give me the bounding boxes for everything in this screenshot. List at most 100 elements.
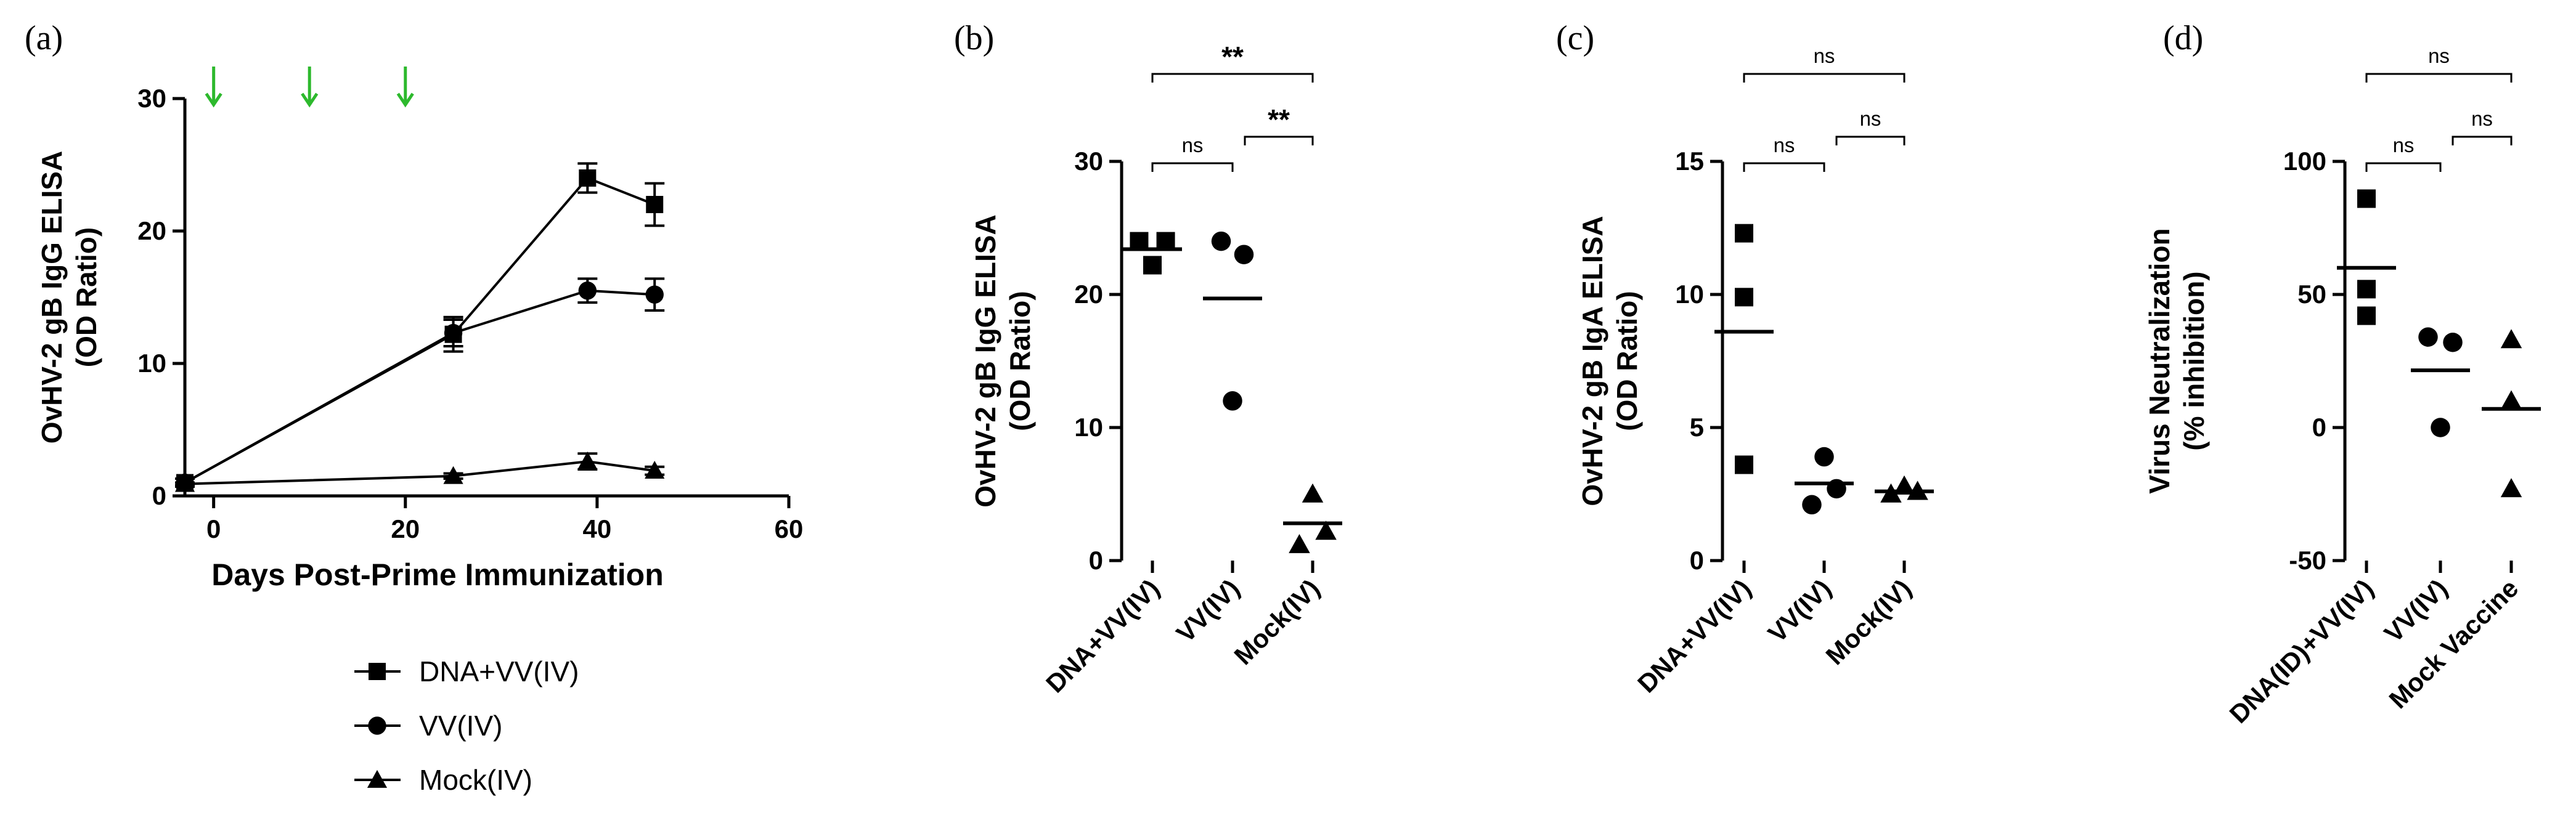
legend-label: Mock(IV) (419, 764, 532, 796)
data-point (579, 169, 597, 187)
significance-label: ns (1182, 134, 1204, 156)
y-tick-label: 30 (137, 84, 166, 113)
legend-label: DNA+VV(IV) (419, 655, 579, 687)
significance-bracket (1743, 73, 1906, 83)
legend-marker (369, 663, 386, 680)
y-tick-label: 20 (1074, 280, 1103, 309)
legend-marker (368, 716, 386, 735)
significance-bracket (1835, 136, 1906, 145)
panel-label-a: (a) (25, 19, 63, 57)
significance-label: ns (2428, 44, 2450, 67)
panel-label-b: (b) (954, 19, 994, 57)
y-tick-label: 0 (152, 481, 166, 510)
data-point (1735, 288, 1753, 307)
significance-label: ns (1814, 44, 1835, 67)
y-tick-label: 30 (1074, 147, 1103, 176)
immunization-arrow-head (396, 92, 414, 108)
y-tick-label: 10 (1074, 413, 1103, 442)
y-axis-subtitle: (OD Ratio) (1611, 291, 1643, 431)
y-tick-label: 5 (1690, 413, 1704, 442)
x-tick-label: 20 (391, 514, 420, 543)
y-tick-label: 10 (137, 349, 166, 378)
x-axis-title: Days Post-Prime Immunization (211, 558, 664, 592)
data-point (2500, 390, 2522, 410)
significance-label: ns (2471, 107, 2493, 130)
data-point (2431, 418, 2450, 437)
y-tick-label: 50 (2297, 280, 2326, 309)
data-point (1211, 231, 1231, 251)
category-label: DNA(ID)+VV(IV) (2224, 574, 2379, 729)
y-tick-label: 100 (2283, 147, 2326, 176)
legend-label: VV(IV) (419, 710, 502, 742)
data-point (444, 323, 463, 343)
legend-marker (367, 769, 388, 788)
data-point (1143, 256, 1162, 275)
data-point (1735, 224, 1753, 243)
data-point (646, 196, 664, 213)
data-point (1814, 447, 1834, 467)
data-point (2418, 327, 2438, 347)
data-point (2500, 329, 2522, 349)
y-axis-title: OvHV-2 gB IgG ELISA (36, 151, 68, 444)
series-line-2 (184, 460, 655, 485)
category-label: DNA+VV(IV) (1040, 574, 1165, 698)
y-axis-title: Virus Neutralization (2143, 228, 2175, 493)
y-tick-label: -50 (2289, 546, 2326, 575)
significance-bracket (2365, 162, 2442, 172)
panel-label-c: (c) (1556, 19, 1594, 57)
data-point (1802, 495, 1822, 515)
immunization-arrow-head (205, 92, 222, 108)
category-label: VV(IV) (1763, 574, 1837, 648)
y-tick-label: 0 (1690, 546, 1704, 575)
category-label: Mock(IV) (1228, 574, 1325, 670)
series-line-0 (184, 176, 655, 484)
significance-bracket (2365, 73, 2513, 83)
data-point (2357, 280, 2376, 299)
significance-bracket (1151, 162, 1234, 172)
data-point (1289, 533, 1310, 553)
y-axis-title: OvHV-2 gB IgG ELISA (969, 214, 1001, 507)
data-point (577, 452, 598, 469)
significance-bracket (2452, 136, 2513, 145)
y-tick-label: 0 (1089, 546, 1103, 575)
series-line-1 (184, 289, 655, 484)
data-point (645, 285, 664, 304)
significance-label: ns (2393, 134, 2415, 156)
data-point (2500, 478, 2522, 498)
panel-label-d: (d) (2163, 19, 2203, 57)
data-point (174, 474, 195, 492)
data-point (2357, 306, 2376, 325)
significance-label: ns (1860, 107, 1881, 130)
data-point (578, 282, 597, 300)
immunization-arrow-head (301, 92, 319, 108)
y-tick-label: 15 (1675, 147, 1704, 176)
data-point (645, 461, 665, 479)
category-label: VV(IV) (1171, 574, 1245, 648)
category-label: Mock Vaccine (2383, 574, 2524, 714)
data-point (2443, 333, 2463, 352)
data-point (1302, 483, 1324, 503)
category-label: Mock(IV) (1820, 574, 1917, 670)
significance-bracket (1743, 162, 1825, 172)
data-point (1223, 391, 1242, 411)
y-tick-label: 0 (2312, 413, 2326, 442)
y-axis-title: OvHV-2 gB IgA ELISA (1576, 216, 1608, 506)
data-point (1735, 455, 1753, 474)
x-tick-label: 60 (775, 514, 804, 543)
data-point (1315, 521, 1337, 540)
x-tick-label: 40 (583, 514, 612, 543)
significance-label: ** (1221, 41, 1244, 73)
y-tick-label: 20 (137, 216, 166, 245)
x-tick-label: 0 (206, 514, 221, 543)
significance-label: ** (1268, 103, 1290, 136)
significance-label: ns (1774, 134, 1795, 156)
y-axis-subtitle: (OD Ratio) (1004, 291, 1036, 431)
y-axis-subtitle: (OD Ratio) (70, 227, 102, 367)
data-point (1234, 245, 1254, 264)
y-tick-label: 10 (1675, 280, 1704, 309)
significance-bracket (1151, 73, 1314, 83)
category-label: DNA+VV(IV) (1632, 574, 1756, 698)
data-point (2357, 189, 2376, 208)
data-point (443, 466, 463, 484)
